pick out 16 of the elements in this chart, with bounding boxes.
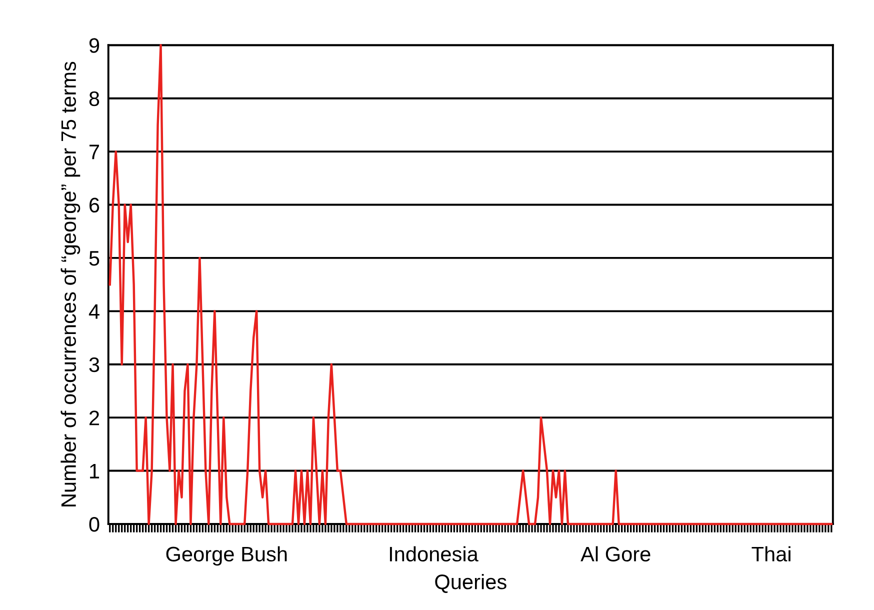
y-tick-label: 2 (90, 410, 99, 426)
y-tick-label: 9 (89, 38, 100, 53)
x-tick-label: George Bush (166, 546, 287, 566)
x-tick-label: Al Gore (580, 546, 650, 562)
y-tick-label: 6 (90, 198, 100, 213)
x-tick-label: Indonesia (390, 546, 478, 562)
y-tick-label: 0 (89, 516, 100, 532)
y-tick-label: 3 (89, 357, 100, 372)
y-tick-label: 8 (89, 91, 100, 106)
y-axis-title: Number of occurrences of “george” per 75 terms (60, 62, 80, 506)
y-tick-label: 7 (90, 144, 99, 160)
y-tick-label: 5 (89, 251, 100, 266)
y-tick-label: 1 (90, 464, 100, 478)
y-tick-label: 4 (88, 304, 100, 319)
x-axis-title: Queries (435, 574, 506, 593)
x-tick-label: Thai (752, 546, 790, 562)
